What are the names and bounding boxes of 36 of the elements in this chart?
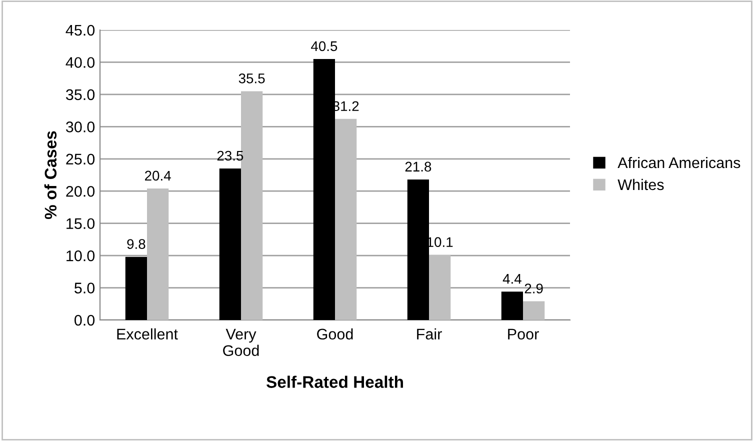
y-tick-label: 5.0 bbox=[74, 282, 95, 294]
y-axis-title: % of Cases bbox=[44, 131, 57, 220]
data-label: 23.5 bbox=[217, 150, 244, 161]
legend-label: Whites bbox=[618, 178, 664, 190]
data-label: 2.9 bbox=[524, 284, 543, 294]
x-tick-label: Fair bbox=[417, 328, 442, 340]
x-tick-label: Poor bbox=[508, 328, 539, 340]
bar bbox=[429, 254, 451, 320]
data-label: 20.4 bbox=[144, 170, 171, 181]
y-tick-label: 0.0 bbox=[74, 314, 95, 326]
bar bbox=[125, 256, 147, 320]
bar bbox=[313, 59, 335, 320]
x-tick-label: Good bbox=[317, 328, 353, 340]
y-tick-label: 20.0 bbox=[66, 186, 95, 197]
y-tick-label: 40.0 bbox=[66, 57, 95, 68]
y-tick-label: 25.0 bbox=[66, 154, 95, 165]
y-tick-label: 35.0 bbox=[66, 89, 95, 100]
legend-label: African Americans bbox=[618, 156, 740, 168]
x-tick-label: Very Good bbox=[223, 328, 259, 356]
data-label: 4.4 bbox=[502, 274, 522, 284]
x-axis-title: Self-Rated Health bbox=[266, 376, 403, 388]
bar bbox=[147, 188, 169, 320]
bar bbox=[523, 301, 545, 320]
y-tick-label: 15.0 bbox=[66, 218, 95, 230]
data-label: 9.8 bbox=[127, 239, 146, 249]
x-tick-label: Excellent bbox=[117, 328, 178, 340]
y-tick-label: 10.0 bbox=[66, 250, 95, 262]
data-label: 21.8 bbox=[405, 162, 432, 172]
data-label: 40.5 bbox=[310, 41, 338, 52]
data-label: 35.5 bbox=[238, 73, 265, 84]
bar bbox=[501, 292, 523, 320]
bar bbox=[407, 180, 429, 320]
bar bbox=[219, 168, 241, 320]
bar bbox=[335, 118, 357, 320]
y-tick-label: 30.0 bbox=[66, 122, 95, 132]
y-tick-label: 45.0 bbox=[66, 24, 95, 36]
